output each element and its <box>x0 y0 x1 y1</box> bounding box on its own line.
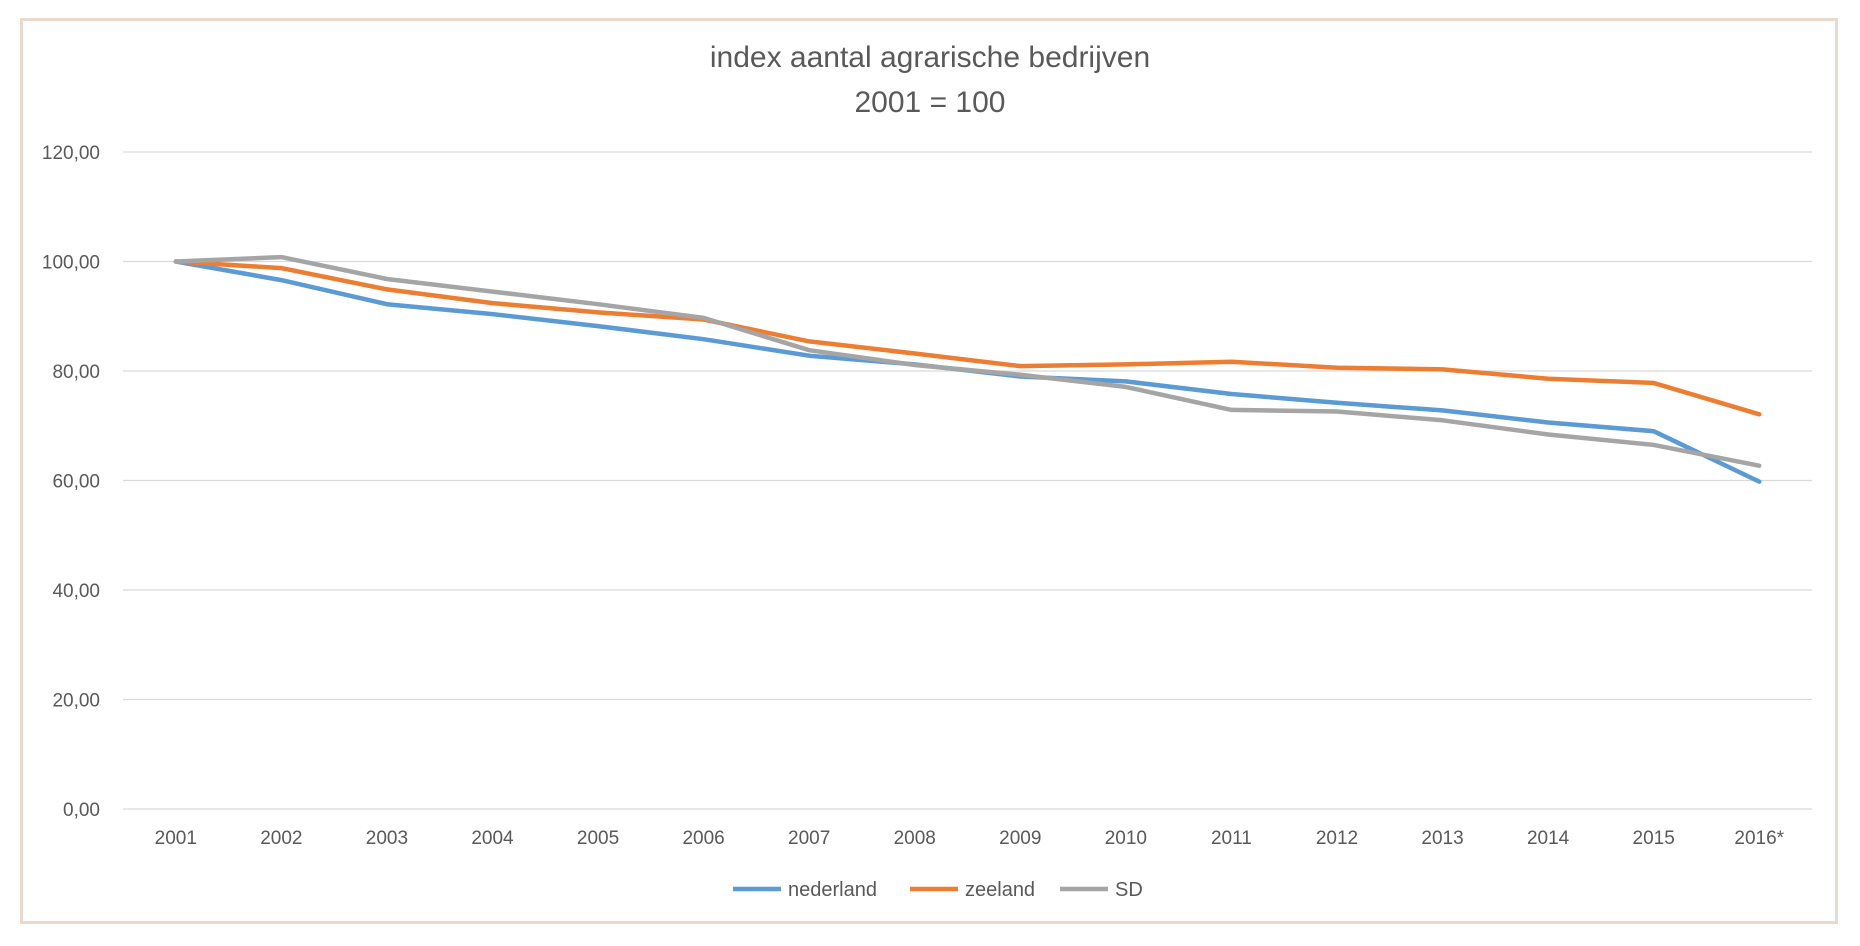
series-line-zeeland <box>173 259 1762 417</box>
y-tick-label: 80,00 <box>52 362 100 383</box>
legend-label-nederland: nederland <box>788 879 877 901</box>
gridlines <box>123 151 1812 810</box>
x-tick-label: 2003 <box>366 828 408 849</box>
x-tick-label: 2007 <box>788 828 830 849</box>
y-tick-label: 100,00 <box>42 253 100 274</box>
x-tick-label: 2010 <box>1105 828 1147 849</box>
x-tick-label: 2016* <box>1734 828 1784 849</box>
y-tick-label: 40,00 <box>52 581 100 602</box>
y-axis-ticks: 0,00 20,00 40,00 60,00 80,00 100,00 120,00 <box>42 143 100 821</box>
x-tick-label: 2002 <box>260 828 302 849</box>
x-axis-ticks: 2001 2002 2003 2004 2005 2006 2007 2008 2009 2010… <box>155 828 1785 849</box>
y-tick-label: 60,00 <box>52 472 100 493</box>
legend-label-zeeland: zeeland <box>965 879 1035 901</box>
x-tick-label: 2001 <box>155 828 197 849</box>
chart-title: index aantal agrarische bedrijven <box>710 41 1150 74</box>
x-tick-label: 2013 <box>1421 828 1463 849</box>
x-tick-label: 2004 <box>471 828 514 849</box>
series-line-sd <box>173 254 1762 468</box>
legend: nederland zeeland SD <box>733 879 1143 901</box>
x-tick-label: 2015 <box>1633 828 1675 849</box>
x-tick-label: 2011 <box>1211 828 1252 849</box>
y-tick-label: 120,00 <box>42 143 100 164</box>
x-tick-label: 2006 <box>682 828 724 849</box>
x-tick-label: 2009 <box>999 828 1041 849</box>
x-tick-label: 2008 <box>894 828 936 849</box>
x-tick-label: 2012 <box>1316 828 1358 849</box>
x-tick-label: 2005 <box>577 828 619 849</box>
legend-label-sd: SD <box>1115 879 1143 901</box>
y-tick-label: 0,00 <box>63 800 100 821</box>
series-lines <box>173 254 1762 484</box>
chart-subtitle: 2001 = 100 <box>855 86 1006 119</box>
chart-frame <box>20 18 1838 924</box>
y-tick-label: 20,00 <box>52 691 100 712</box>
x-tick-label: 2014 <box>1527 828 1570 849</box>
